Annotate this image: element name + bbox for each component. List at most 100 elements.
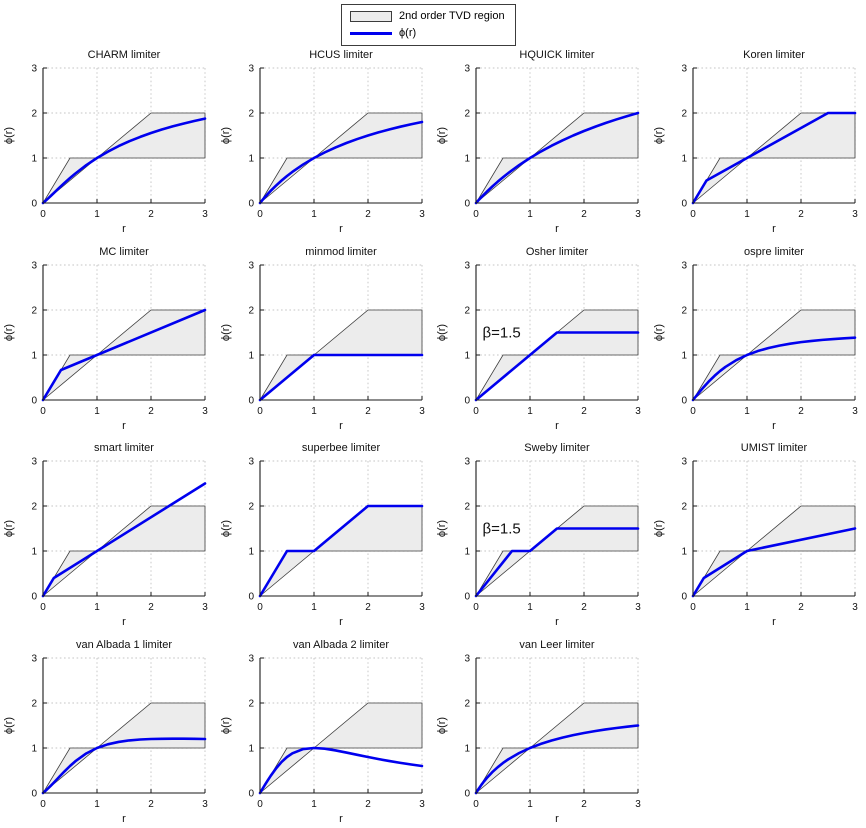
y-tick-label: 3 [248,457,254,468]
tvd-region-swatch [350,10,392,22]
limiter-curve [691,527,857,598]
x-tick-label: 3 [635,209,641,220]
x-tick-label: 0 [473,799,479,810]
plot-title: MC limiter [99,246,149,258]
y-tick-label: 0 [681,199,687,210]
x-tick-label: 3 [635,406,641,417]
plot-title: CHARM limiter [88,49,161,61]
y-tick-label: 1 [31,154,37,165]
x-axis-label: r [772,223,776,235]
x-tick-label: 3 [419,209,425,220]
x-axis-label: r [339,616,343,628]
y-tick-label: 3 [464,64,470,75]
x-tick-label: 3 [852,406,858,417]
y-tick-label: 0 [464,199,470,210]
x-tick-label: 2 [148,209,154,220]
y-axis-label: ϕ(r) [436,520,448,537]
y-tick-label: 2 [681,109,687,120]
legend-label-tvd-region: 2nd order TVD region [399,10,505,22]
subplot-ospre-limiter: 0 1 2 3 0 1 2 3 ospre limiter r ϕ(r) [650,239,866,435]
limiter-curve [474,331,640,402]
x-tick-label: 3 [419,799,425,810]
x-tick-label: 3 [635,799,641,810]
tvd-region [259,505,423,597]
limiter-curve [258,353,424,402]
x-tick-label: 1 [94,406,100,417]
subplot-minmod-limiter: 0 1 2 3 0 1 2 3 minmod limiter r ϕ(r) [217,239,433,435]
y-axis-label: ϕ(r) [436,127,448,144]
legend-label-phi-curve: ϕ(r) [399,27,417,39]
y-tick-label: 1 [31,351,37,362]
y-tick-label: 0 [681,592,687,603]
x-tick-label: 3 [419,406,425,417]
y-axis-label: ϕ(r) [436,324,448,341]
plot-title: Sweby limiter [524,442,590,454]
x-tick-label: 1 [527,602,533,613]
subplot-koren-limiter: 0 1 2 3 0 1 2 3 Koren limiter r ϕ(r) [650,42,866,238]
tvd-region [692,309,856,401]
x-tick-label: 2 [581,406,587,417]
y-tick-label: 3 [31,654,37,665]
tvd-region [475,309,639,401]
y-tick-label: 0 [31,592,37,603]
subplot-canvas: 0 1 2 3 0 1 2 3 HQUICK limiter r ϕ(r) [436,49,641,235]
x-tick-label: 0 [40,799,46,810]
y-tick-label: 2 [681,502,687,513]
y-axis-label: ϕ(r) [220,717,232,734]
subplot-canvas: 0 1 2 3 0 1 2 3 MC limiter r ϕ(r) [3,246,208,432]
subplot-canvas: 0 1 2 3 0 1 2 3 van Albada 1 limiter r ϕ(r) [3,639,208,825]
phi-curve-swatch [350,31,392,35]
y-tick-label: 1 [464,547,470,558]
y-tick-label: 1 [248,154,254,165]
x-tick-label: 0 [40,209,46,220]
y-tick-label: 3 [248,654,254,665]
y-tick-label: 1 [464,351,470,362]
subplot-canvas: 0 1 2 3 0 1 2 3 Sweby limiter r ϕ(r) β=1.5 [436,442,641,628]
y-tick-label: 1 [31,744,37,755]
y-tick-label: 3 [248,64,254,75]
tvd-region [692,505,856,597]
plot-title: Koren limiter [743,49,805,61]
y-tick-label: 2 [464,699,470,710]
y-axis-label: ϕ(r) [3,324,15,341]
x-tick-label: 0 [690,602,696,613]
y-tick-label: 2 [464,306,470,317]
legend-item-tvd-region: 2nd order TVD region [350,9,505,23]
y-tick-label: 2 [31,109,37,120]
x-tick-label: 1 [744,602,750,613]
x-tick-label: 0 [473,602,479,613]
y-tick-label: 1 [31,547,37,558]
y-axis-label: ϕ(r) [3,717,15,734]
y-tick-label: 0 [681,396,687,407]
x-tick-label: 2 [581,209,587,220]
y-tick-label: 0 [31,396,37,407]
y-tick-label: 2 [248,699,254,710]
y-axis-label: ϕ(r) [3,520,15,537]
x-tick-label: 2 [798,406,804,417]
x-axis-label: r [122,223,126,235]
x-tick-label: 3 [202,406,208,417]
y-tick-label: 1 [681,351,687,362]
tvd-region [42,702,206,794]
limiter-curve [258,120,424,205]
subplot-hcus-limiter: 0 1 2 3 0 1 2 3 HCUS limiter r ϕ(r) [217,42,433,238]
x-axis-label: r [339,223,343,235]
x-tick-label: 1 [311,406,317,417]
x-tick-label: 0 [690,406,696,417]
y-tick-label: 0 [248,789,254,800]
y-tick-label: 2 [248,109,254,120]
y-tick-label: 0 [464,396,470,407]
y-tick-label: 2 [248,306,254,317]
plot-title: van Albada 2 limiter [293,639,389,651]
x-tick-label: 3 [852,602,858,613]
x-tick-label: 3 [419,602,425,613]
y-tick-label: 1 [248,744,254,755]
subplot-van-albada-1-limiter: 0 1 2 3 0 1 2 3 van Albada 1 limiter r ϕ(r) [0,632,216,828]
x-tick-label: 1 [94,209,100,220]
subplot-canvas: 0 1 2 3 0 1 2 3 smart limiter r ϕ(r) [3,442,208,628]
limiter-curve [258,746,424,795]
limiter-curve [258,504,424,598]
x-tick-label: 1 [311,799,317,810]
subplot-canvas: 0 1 2 3 0 1 2 3 van Albada 2 limiter r ϕ(r) [220,639,425,825]
plot-title: ospre limiter [744,246,804,258]
